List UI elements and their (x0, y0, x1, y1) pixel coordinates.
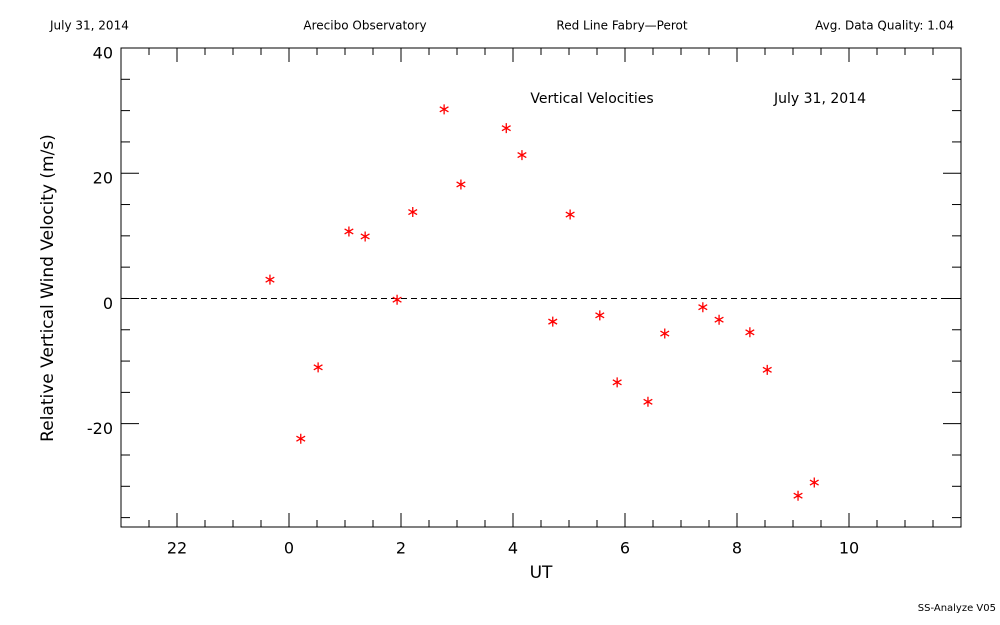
footer: SS-Analyze V05 (918, 603, 996, 614)
x-axis-label: UT (530, 563, 553, 583)
chart-title: Vertical Velocities (530, 91, 653, 107)
x-tick-label: 2 (396, 539, 406, 558)
header-site: Arecibo Observatory (303, 19, 426, 33)
point (762, 364, 772, 375)
point (714, 314, 724, 325)
y-tick-label: 20 (93, 169, 113, 188)
y-tick-label: 0 (103, 294, 113, 313)
point (408, 207, 418, 218)
chart-subtitle: July 31, 2014 (773, 91, 866, 107)
x-tick-label: 10 (839, 539, 859, 558)
x-tick-label: 4 (508, 539, 518, 558)
point (595, 310, 605, 321)
point (344, 226, 354, 237)
y-tick-label: 40 (93, 44, 113, 63)
point (439, 104, 449, 115)
point (517, 150, 527, 161)
point (809, 477, 819, 488)
plot-frame (120, 47, 962, 528)
header-instrument: Red Line Fabry—Perot (556, 19, 687, 33)
y-tick-label: -20 (87, 419, 113, 438)
point (501, 123, 511, 134)
point (643, 396, 653, 407)
point (296, 433, 306, 444)
point (612, 377, 622, 388)
point (565, 209, 575, 220)
point (456, 179, 466, 190)
point (793, 490, 803, 501)
point (698, 302, 708, 313)
point (392, 294, 402, 305)
y-axis-label: Relative Vertical Wind Velocity (m/s) (38, 134, 58, 442)
point (745, 327, 755, 338)
x-tick-label: 6 (620, 539, 630, 558)
point (360, 231, 370, 242)
point (265, 274, 275, 285)
point (548, 316, 558, 327)
x-tick-label: 22 (167, 539, 187, 558)
header-date: July 31, 2014 (49, 19, 129, 33)
point (313, 362, 323, 373)
x-tick-label: 8 (732, 539, 742, 558)
point (660, 328, 670, 339)
x-tick-label: 0 (284, 539, 294, 558)
header-quality: Avg. Data Quality: 1.04 (815, 19, 954, 33)
